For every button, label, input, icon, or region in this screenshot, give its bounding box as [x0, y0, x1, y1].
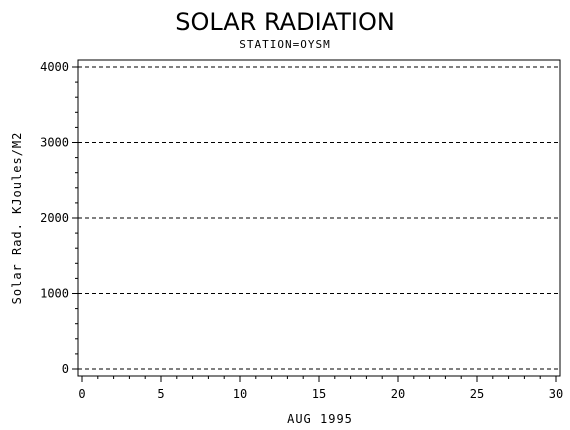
- x-tick-label-25: 25: [470, 387, 484, 401]
- y-tick-label-0: 0: [62, 362, 69, 376]
- x-tick-label-0: 0: [78, 387, 85, 401]
- grid-lines: [78, 66, 560, 370]
- x-tick-label-10: 10: [233, 387, 247, 401]
- x-tick-label-20: 20: [391, 387, 405, 401]
- y-tick-label-2000: 2000: [40, 211, 69, 225]
- y-tick-label-3000: 3000: [40, 136, 69, 150]
- chart-subtitle: STATION=OYSM: [239, 38, 330, 51]
- plot-frame: [77, 59, 561, 377]
- x-tick-label-15: 15: [312, 387, 326, 401]
- y-tick-label-1000: 1000: [40, 287, 69, 301]
- y-axis-label: Solar Rad. KJoules/M2: [10, 132, 24, 305]
- x-tick-label-5: 5: [157, 387, 164, 401]
- x-tick-label-30: 30: [549, 387, 563, 401]
- y-axis: 0 1000 2000 3000 4000: [40, 60, 78, 376]
- y-tick-label-4000: 4000: [40, 60, 69, 74]
- x-axis-label: AUG 1995: [287, 412, 353, 426]
- chart-title: SOLAR RADIATION: [175, 8, 395, 36]
- x-axis: 0 5 10 15 20 25 30: [78, 376, 563, 401]
